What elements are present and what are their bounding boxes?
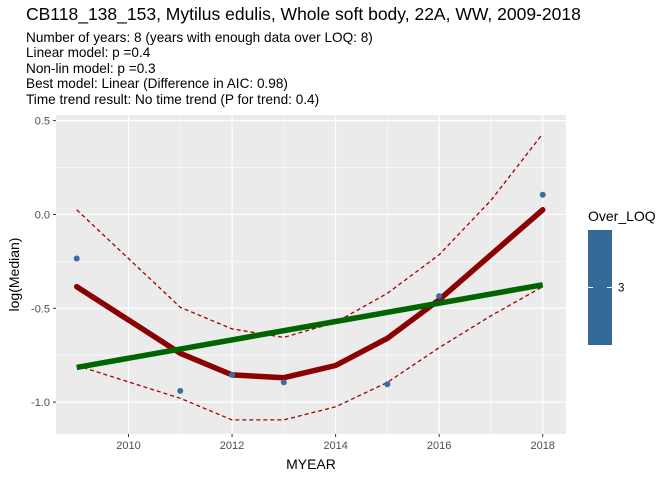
data-point (384, 381, 391, 388)
subtitle-line-linear: Linear model: p =0.4 (26, 45, 151, 61)
ci-lower-line (76, 286, 544, 421)
data-point (177, 387, 184, 394)
chart-subtitle: Number of years: 8 (years with enough da… (26, 30, 373, 107)
subtitle-line-best-model: Best model: Linear (Difference in AIC: 0… (26, 76, 288, 92)
x-tick-label: 2016 (427, 440, 451, 452)
plot-panel (56, 115, 566, 434)
data-point (436, 293, 443, 300)
subtitle-line-trend: Time trend result: No time trend (P for … (26, 91, 320, 107)
legend-label: 3 (618, 283, 624, 295)
x-axis-ticks: 2010 2012 2014 2016 2018 (116, 434, 555, 452)
y-tick-label: 0.0 (35, 209, 50, 221)
x-tick-label: 2012 (220, 440, 244, 452)
x-axis-title: MYEAR (286, 456, 336, 472)
legend-title: Over_LOQ (588, 208, 656, 224)
y-axis-ticks: -1.0 -0.5 0.0 0.5 (31, 116, 56, 409)
subtitle-line-nonlin: Non-lin model: p =0.3 (26, 60, 156, 76)
data-point (229, 371, 236, 378)
chart-title: CB118_138_153, Mytilus edulis, Whole sof… (26, 4, 581, 24)
x-tick-label: 2010 (116, 440, 140, 452)
major-gridlines (56, 115, 566, 434)
fit-lines (73, 207, 546, 381)
y-tick-label: 0.5 (35, 116, 50, 128)
data-point (280, 379, 287, 386)
y-tick-label: -1.0 (31, 397, 50, 409)
data-points (73, 191, 546, 394)
minor-gridlines (56, 115, 566, 434)
data-point (73, 255, 80, 262)
subtitle-line-years: Number of years: 8 (years with enough da… (26, 30, 373, 45)
y-axis-title: log(Median) (6, 238, 22, 312)
x-tick-label: 2018 (530, 440, 554, 452)
nonlinear-fit-line (73, 207, 546, 381)
x-tick-label: 2014 (323, 440, 347, 452)
linear-fit-line (76, 282, 544, 371)
y-tick-label: -0.5 (31, 303, 50, 315)
data-point (539, 191, 546, 198)
